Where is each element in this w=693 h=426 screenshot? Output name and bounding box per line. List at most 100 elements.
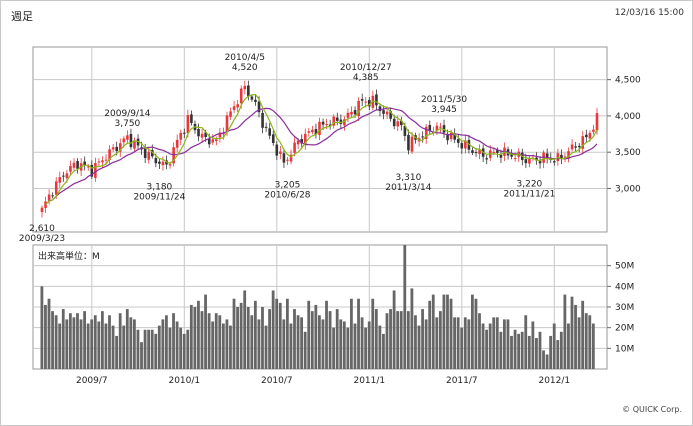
candle-body [553,161,556,163]
candle-body [186,115,190,134]
candle-body [585,134,588,138]
ma-short-line [45,93,598,206]
candle-body [510,153,513,157]
candle-body [538,160,542,164]
candle-body [207,138,211,145]
candle-body [129,133,133,148]
candle-body [179,132,183,140]
volume-bar [54,315,58,369]
price-annotation: 4,520 [232,63,258,73]
volume-bar [364,327,368,369]
volume-bar [300,317,304,369]
volume-bar [168,327,172,369]
volume-bar [342,321,346,369]
volume-bar [389,309,392,369]
candle-body [563,156,567,158]
volume-tick-label: 20M [615,324,634,334]
price-annotation: 3,220 [517,180,543,190]
candle-body [396,121,400,127]
candle-body [218,132,222,138]
price-annotation: 2010/4/5 [225,53,265,63]
volume-bar [257,319,261,369]
candle-body [407,134,410,151]
volume-bar [90,319,94,369]
volume-tick-label: 50M [615,262,634,272]
volume-bar [133,319,136,369]
volume-bar [481,323,485,369]
volume-bar [513,329,517,369]
volume-bar [293,309,296,369]
volume-bar [165,315,168,369]
candle-body [154,158,158,164]
x-tick-label: 2010/1 [168,376,200,386]
volume-bar [474,298,478,369]
volume-bar [517,333,521,369]
candle-body [368,99,371,107]
volume-bar [335,309,339,369]
price-annotation: 3,750 [115,119,141,129]
volume-bar [76,313,79,369]
candle-body [175,139,179,148]
volume-bar [382,333,385,369]
volume-bar [253,300,257,369]
volume-bar [275,298,279,369]
volume-bar [520,331,524,369]
volume-bar [428,300,432,369]
volume-tick-label: 40M [615,282,634,292]
volume-bar [463,317,467,369]
price-annotation: 3,180 [147,182,173,192]
price-annotation: 3,310 [396,173,422,183]
candle-body [311,129,314,133]
candle-body [453,133,456,140]
volume-bar [410,288,414,369]
volume-bar [584,313,588,369]
volume-bar [182,333,186,369]
candle-body [261,112,264,128]
candle-body [229,111,232,117]
volume-bar [339,319,343,369]
candle-body [271,134,275,144]
candle-body [97,161,101,163]
volume-bar [150,329,154,369]
candle-body [236,104,239,108]
volume-bar [51,311,54,369]
volume-bar [460,327,464,369]
candle-body [268,128,271,136]
volume-bar [485,329,489,369]
candle-body [279,151,282,154]
volume-bar [310,311,314,369]
candle-body [250,96,254,100]
volume-bar [325,300,328,369]
volume-bar [221,323,225,369]
candle-body [76,160,79,169]
candle-body [588,132,592,139]
candle-body [335,117,339,121]
candle-body [232,106,236,111]
volume-bar [136,329,140,369]
candle-body [378,106,382,112]
volume-bar [211,321,215,369]
candle-body [464,140,467,149]
price-tick-label: 4,000 [615,112,641,122]
volume-bar [58,323,62,369]
candle-body [104,159,108,161]
volume-bar [374,309,378,369]
candle-body [496,150,499,153]
volume-bar [314,304,318,369]
candle-body [122,138,126,143]
price-grid [33,47,607,232]
volume-panel: 50M 40M 30M 20M 10M 出来高単位：M [32,244,634,370]
candle-body [247,85,250,97]
candle-body [161,161,165,166]
volume-bar [154,333,158,369]
candle-body [421,136,424,138]
candle-body [574,146,577,148]
candle-body [197,128,200,137]
price-annotation: 2,610 [29,224,55,234]
candle-body [403,125,407,136]
candle-body [40,207,44,213]
volume-bar [449,298,453,369]
x-tick-label: 2011/1 [353,376,385,386]
candle-body [471,150,474,153]
